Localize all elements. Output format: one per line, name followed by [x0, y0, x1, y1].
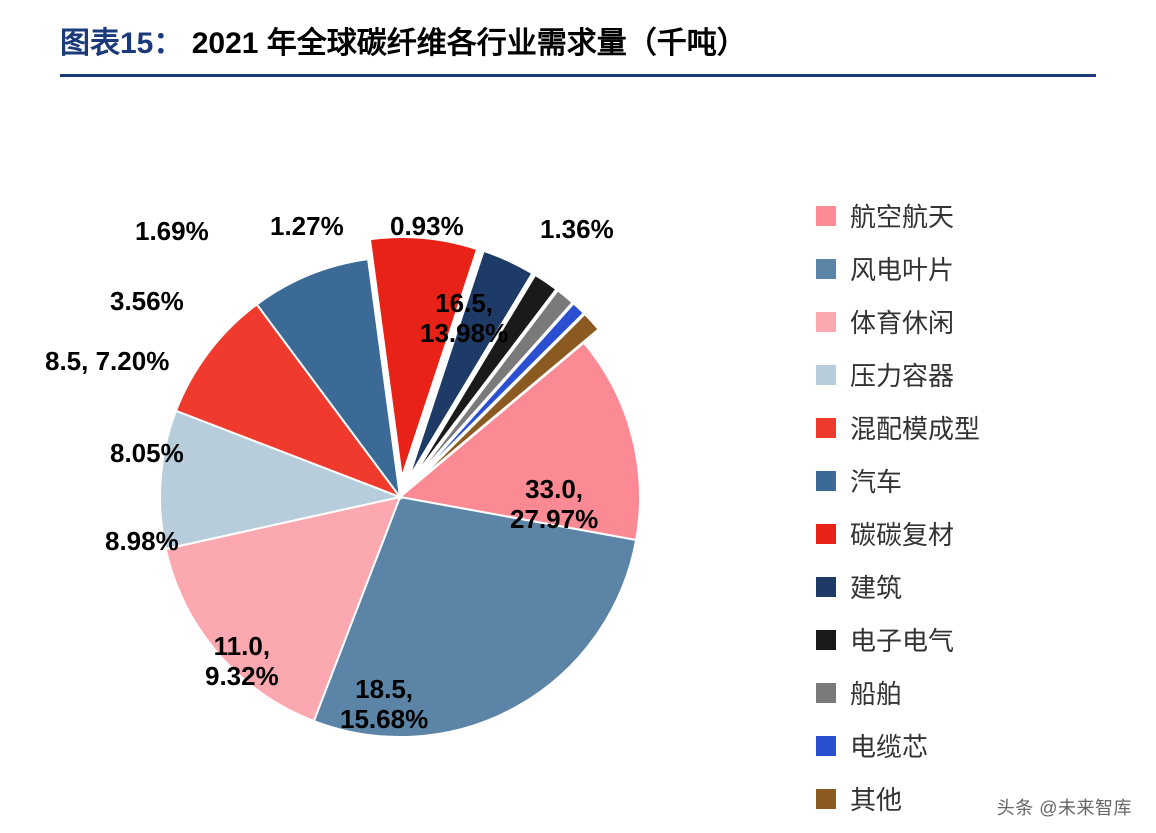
legend-label: 压力容器: [850, 356, 954, 393]
pie-data-label: 8.98%: [105, 527, 179, 557]
chart-title-main: 2021 年全球碳纤维各行业需求量（千吨）: [192, 27, 747, 60]
footer-credit: 头条 @未来智库: [997, 794, 1132, 820]
legend-swatch: [816, 736, 836, 756]
pie-data-label: 3.56%: [110, 287, 184, 317]
legend-item: 汽车: [816, 462, 1076, 499]
pie-data-label: 0.93%: [390, 212, 464, 242]
pie-data-label: 1.36%: [540, 215, 614, 245]
legend-swatch: [816, 365, 836, 385]
legend-label: 其他: [850, 780, 902, 817]
legend-swatch: [816, 312, 836, 332]
pie-data-label: 8.05%: [110, 439, 184, 469]
pie-chart: 航空航天风电叶片体育休闲压力容器混配模成型汽车碳碳复材建筑电子电气船舶电缆芯其他…: [0, 77, 1156, 797]
legend-item: 碳碳复材: [816, 515, 1076, 552]
legend-label: 汽车: [850, 462, 902, 499]
pie-data-label: 8.5, 7.20%: [45, 347, 169, 377]
legend-label: 风电叶片: [850, 250, 954, 287]
legend-swatch: [816, 206, 836, 226]
legend-label: 电缆芯: [850, 727, 928, 764]
legend-swatch: [816, 418, 836, 438]
legend-label: 船舶: [850, 674, 902, 711]
legend-item: 体育休闲: [816, 303, 1076, 340]
legend-item: 风电叶片: [816, 250, 1076, 287]
legend-label: 碳碳复材: [850, 515, 954, 552]
legend-item: 建筑: [816, 568, 1076, 605]
chart-title-area: 图表15： 2021 年全球碳纤维各行业需求量（千吨）: [0, 0, 1156, 68]
legend-label: 航空航天: [850, 197, 954, 234]
chart-title-prefix: 图表15：: [60, 27, 192, 60]
legend-label: 体育休闲: [850, 303, 954, 340]
legend-item: 压力容器: [816, 356, 1076, 393]
pie-data-label: 16.5,13.98%: [420, 289, 508, 349]
pie-data-label: 1.69%: [135, 217, 209, 247]
legend-item: 混配模成型: [816, 409, 1076, 446]
legend: 航空航天风电叶片体育休闲压力容器混配模成型汽车碳碳复材建筑电子电气船舶电缆芯其他: [816, 197, 1076, 833]
legend-item: 电子电气: [816, 621, 1076, 658]
pie-data-label: 33.0,27.97%: [510, 475, 598, 535]
legend-item: 船舶: [816, 674, 1076, 711]
legend-swatch: [816, 524, 836, 544]
legend-label: 建筑: [850, 568, 902, 605]
legend-swatch: [816, 630, 836, 650]
legend-swatch: [816, 683, 836, 703]
legend-item: 航空航天: [816, 197, 1076, 234]
legend-swatch: [816, 259, 836, 279]
pie-data-label: 1.27%: [270, 212, 344, 242]
legend-swatch: [816, 471, 836, 491]
legend-swatch: [816, 577, 836, 597]
legend-item: 电缆芯: [816, 727, 1076, 764]
chart-title: 图表15： 2021 年全球碳纤维各行业需求量（千吨）: [60, 18, 1096, 62]
legend-label: 电子电气: [850, 621, 954, 658]
legend-label: 混配模成型: [850, 409, 980, 446]
pie-data-label: 11.0,9.32%: [205, 632, 279, 692]
legend-swatch: [816, 789, 836, 809]
pie-data-label: 18.5,15.68%: [340, 675, 428, 735]
